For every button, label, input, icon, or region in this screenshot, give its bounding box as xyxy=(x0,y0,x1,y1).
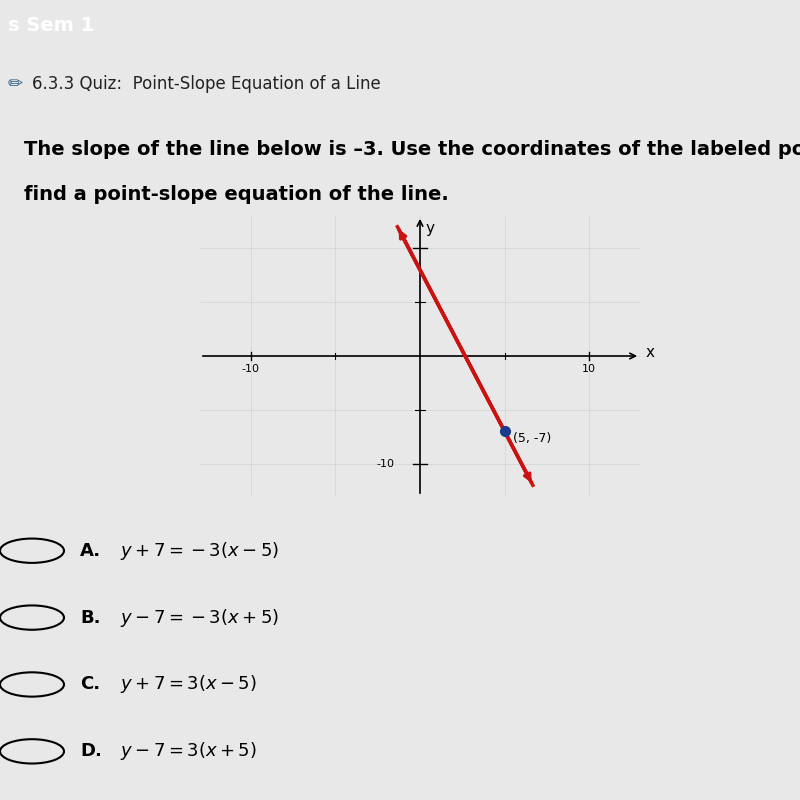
Text: 6.3.3 Quiz:  Point-Slope Equation of a Line: 6.3.3 Quiz: Point-Slope Equation of a Li… xyxy=(32,75,381,93)
Text: y: y xyxy=(425,222,434,236)
Text: find a point-slope equation of the line.: find a point-slope equation of the line. xyxy=(24,185,449,204)
Text: D.: D. xyxy=(80,742,102,760)
Text: A.: A. xyxy=(80,542,101,560)
Text: x: x xyxy=(645,346,654,360)
Text: B.: B. xyxy=(80,609,101,626)
Text: s Sem 1: s Sem 1 xyxy=(8,16,94,34)
Text: $y + 7 = 3(x - 5)$: $y + 7 = 3(x - 5)$ xyxy=(120,674,257,695)
Text: $y - 7 = 3(x + 5)$: $y - 7 = 3(x + 5)$ xyxy=(120,740,257,762)
Text: (5, -7): (5, -7) xyxy=(513,432,551,445)
Text: The slope of the line below is –3. Use the coordinates of the labeled point to: The slope of the line below is –3. Use t… xyxy=(24,140,800,159)
Text: $y - 7 = -3(x + 5)$: $y - 7 = -3(x + 5)$ xyxy=(120,606,279,629)
Text: 10: 10 xyxy=(582,364,596,374)
Text: ✏: ✏ xyxy=(8,75,23,93)
Text: $y + 7 = -3(x - 5)$: $y + 7 = -3(x - 5)$ xyxy=(120,540,279,562)
Text: -10: -10 xyxy=(377,458,394,469)
Text: C.: C. xyxy=(80,675,100,694)
Text: -10: -10 xyxy=(242,364,260,374)
